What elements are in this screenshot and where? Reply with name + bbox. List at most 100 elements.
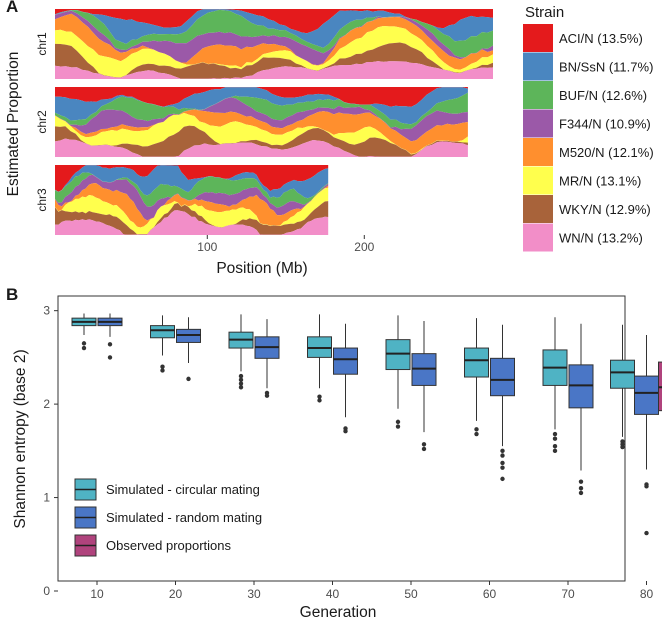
- legend-swatch-7: [523, 223, 553, 252]
- legend-label-4: M520/N (12.1%): [559, 145, 654, 160]
- outlier-point-0: [578, 479, 584, 484]
- legend-label-5: MR/N (13.1%): [559, 174, 641, 189]
- legend-label-3: F344/N (10.9%): [559, 117, 651, 132]
- box-simulated-circular-mating-gen-20: [150, 315, 175, 373]
- outlier-point-1: [578, 486, 584, 491]
- outlier-point-2: [552, 443, 558, 449]
- legend-label-6: WKY/N (12.9%): [559, 202, 651, 217]
- area-chr3-strain-1: [55, 165, 329, 199]
- area-chr1-strain-0: [55, 9, 493, 34]
- x-tick-label-70: 70: [561, 587, 575, 601]
- area-chr3-strain-5: [55, 187, 329, 235]
- legend-label-1: BN/SsN (11.7%): [559, 60, 653, 75]
- outlier-point-1: [107, 355, 113, 360]
- area-chr2-strain-0: [55, 87, 468, 107]
- area-chr3-strain-3: [55, 174, 329, 221]
- box-simulated-circular-mating-gen-70: [542, 317, 568, 454]
- panel-a-label: A: [6, 0, 19, 16]
- box-simulated-random-mating-gen-70: [568, 323, 594, 496]
- area-chr2-strain-5: [55, 112, 468, 155]
- outlier-point-2: [578, 490, 584, 496]
- area-chr2-strain-1: [55, 87, 468, 125]
- x-tick-label-50: 50: [404, 587, 418, 601]
- box-simulated-circular-mating-gen-60: [464, 318, 489, 437]
- legend-label-2: Observed proportions: [106, 538, 232, 553]
- x-tick-label-10: 10: [90, 587, 104, 601]
- outlier-point-1: [474, 431, 479, 437]
- panel-b-label: B: [6, 285, 19, 304]
- outlier-point-3: [552, 448, 558, 454]
- box-simulated-random-mating-gen-80: [634, 334, 659, 536]
- outlier-point-0: [395, 419, 401, 425]
- area-chr3-strain-2: [55, 172, 329, 208]
- area-chr1-strain-4: [55, 13, 493, 70]
- area-chr3-strain-4: [55, 183, 329, 228]
- outlier-point-0: [107, 342, 113, 347]
- area-chr1-strain-1: [55, 9, 493, 48]
- legend-swatch-2: [523, 81, 553, 109]
- legend-swatch-5: [523, 166, 553, 195]
- outlier-point-0: [160, 364, 165, 369]
- legend-label-2: BUF/N (12.6%): [559, 88, 647, 103]
- box-simulated-circular-mating-gen-30: [228, 314, 254, 390]
- box-simulated-circular-mating-gen-40: [307, 314, 332, 403]
- ancestry-proportion-chart: chr1 chr2 chr3 100 200 Position (Mb) Estimated…: [5, 4, 654, 277]
- x-tick-label-200: 200: [354, 240, 374, 254]
- outlier-point-4: [500, 476, 505, 482]
- outlier-point-1: [395, 424, 401, 429]
- box-body: [490, 357, 515, 397]
- plot-frame: [57, 295, 626, 582]
- x-tick-label-80: 80: [640, 587, 654, 601]
- outlier-point-1: [81, 345, 87, 351]
- box-simulated-random-mating-gen-60: [490, 324, 515, 482]
- y-axis-title: Shannon entropy (base 2): [12, 349, 29, 528]
- y-axis-title: Estimated Proportion: [5, 52, 22, 197]
- outlier-point-0: [186, 376, 191, 382]
- outlier-point-0: [474, 427, 479, 432]
- legend-swatch-4: [523, 138, 553, 166]
- x-tick-label-100: 100: [197, 240, 217, 254]
- outlier-point-1: [264, 393, 270, 398]
- outlier-point-1: [343, 429, 348, 434]
- x-tick-label-60: 60: [483, 587, 497, 601]
- legend-swatch-1: [523, 52, 553, 81]
- box-simulated-random-mating-gen-10: [97, 313, 123, 360]
- legend-swatch-0: [523, 24, 553, 52]
- area-chr3-strain-0: [55, 165, 329, 192]
- area-chr1-strain-5: [55, 26, 493, 78]
- box-body: [634, 375, 659, 415]
- box-simulated-circular-mating-gen-80: [610, 324, 635, 450]
- chromosome-track-chr3: [55, 165, 329, 235]
- box-body: [150, 325, 175, 339]
- box-simulated-random-mating-gen-20: [176, 317, 201, 382]
- outlier-point-3: [500, 465, 505, 470]
- box-simulated-random-mating-gen-50: [411, 320, 437, 452]
- strip-label-chr3: chr3: [35, 188, 49, 212]
- x-tick-label-40: 40: [326, 587, 340, 601]
- area-chr2-strain-3: [55, 97, 468, 142]
- outlier-point-0: [81, 341, 87, 346]
- area-chr1-strain-6: [55, 42, 493, 79]
- outlier-point-0: [421, 442, 427, 447]
- shannon-entropy-boxplot: 0 1 2 3 10 20 30 40 50 60 70 80 Generation Shannon en…: [12, 295, 662, 621]
- box-observed-proportions-gen-80: [658, 361, 662, 412]
- outlier-point-0: [238, 373, 244, 379]
- y-tick-label-1: 1: [43, 491, 50, 505]
- strip-label-chr2: chr2: [35, 110, 49, 134]
- area-chr2-strain-4: [55, 109, 468, 154]
- outlier-point-1: [317, 398, 322, 403]
- area-chr3-strain-7: [55, 210, 329, 235]
- box-simulated-circular-mating-gen-10: [71, 313, 97, 351]
- legend-swatch-3: [523, 109, 553, 138]
- area-chr1-strain-2: [55, 9, 493, 58]
- x-tick-label-20: 20: [169, 587, 183, 601]
- legend-label-0: ACI/N (13.5%): [559, 31, 643, 46]
- box-simulated-random-mating-gen-40: [333, 323, 358, 434]
- outlier-point-2: [644, 530, 649, 536]
- area-chr2-strain-7: [55, 138, 468, 157]
- x-tick-label-30: 30: [247, 587, 261, 601]
- y-tick-label-2: 2: [43, 397, 50, 411]
- area-chr1-strain-7: [55, 61, 493, 79]
- chromosome-track-chr1: [55, 9, 493, 79]
- y-tick-label-0: 0: [43, 584, 50, 598]
